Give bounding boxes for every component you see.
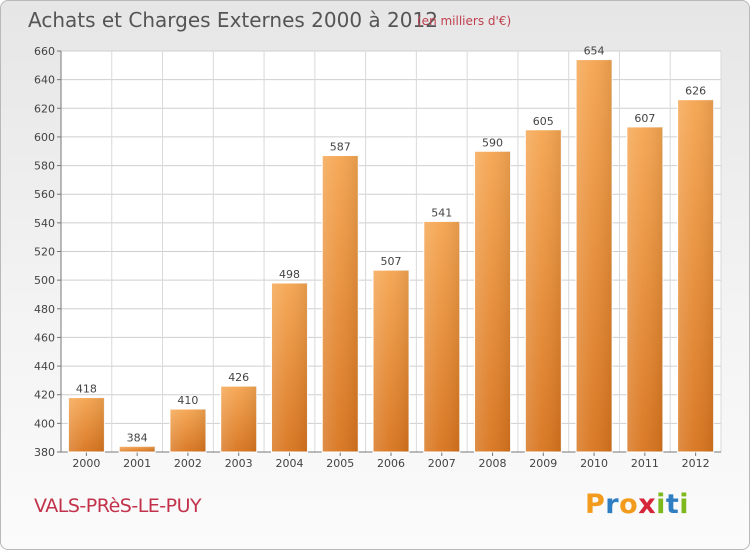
x-tick-label: 2001 xyxy=(123,457,151,470)
logo-letter: o xyxy=(619,489,639,520)
data-label: 541 xyxy=(431,206,452,219)
y-tick-label: 460 xyxy=(34,331,55,344)
x-tick-label: 2006 xyxy=(377,457,405,470)
y-tick-label: 380 xyxy=(34,446,55,459)
x-tick-label: 2002 xyxy=(174,457,202,470)
labels: 418 384 410 426 498 587 507 541 590 605 654 607 626 xyxy=(76,45,706,445)
data-label: 605 xyxy=(533,115,554,128)
bar-shine xyxy=(423,221,460,452)
bar-shine xyxy=(373,270,409,452)
data-label: 654 xyxy=(584,45,605,58)
x-tick-label: 2003 xyxy=(225,457,253,470)
proxiti-logo[interactable]: Proxiti xyxy=(585,489,689,520)
chart-unit: (en milliers d'€) xyxy=(417,14,512,28)
y-tick-label: 480 xyxy=(34,303,55,316)
logo-letter: i xyxy=(656,489,666,520)
data-label: 384 xyxy=(127,431,148,444)
bar-shine xyxy=(68,397,105,452)
x-tick-label: 2010 xyxy=(580,457,608,470)
x-tick-label: 2008 xyxy=(479,457,507,470)
bar-shine xyxy=(119,446,156,452)
x-tick-label: 2011 xyxy=(631,457,659,470)
bar-shine xyxy=(220,386,257,452)
y-tick-label: 620 xyxy=(34,102,55,115)
data-label: 498 xyxy=(279,268,300,281)
y-tick-label: 400 xyxy=(34,417,55,430)
data-label: 418 xyxy=(76,383,97,396)
bar-shine xyxy=(474,151,511,452)
data-label: 590 xyxy=(482,136,503,149)
bar-shine xyxy=(576,59,613,452)
chart-title: Achats et Charges Externes 2000 à 2012 xyxy=(28,8,438,32)
y-tick-label: 540 xyxy=(34,217,55,230)
x-tick-label: 2004 xyxy=(275,457,303,470)
data-label: 607 xyxy=(634,112,655,125)
location-name: VALS-PRèS-LE-PUY xyxy=(34,495,202,517)
y-tick-label: 600 xyxy=(34,131,55,144)
data-label: 410 xyxy=(177,394,198,407)
logo-letter: P xyxy=(585,489,606,520)
x-tick-label: 2005 xyxy=(326,457,354,470)
x-tick-label: 2000 xyxy=(72,457,100,470)
logo-letter: t xyxy=(665,489,680,520)
y-tick-label: 420 xyxy=(34,389,55,402)
bar-shine xyxy=(626,126,663,453)
data-label: 626 xyxy=(685,85,706,98)
y-tick-label: 640 xyxy=(34,74,55,87)
logo-letter: r xyxy=(605,489,620,520)
bar-shine xyxy=(271,283,308,452)
y-tick-label: 560 xyxy=(34,188,55,201)
x-tick-label: 2007 xyxy=(428,457,456,470)
data-label: 426 xyxy=(228,371,249,384)
bar-shine xyxy=(169,409,206,452)
y-tick-label: 580 xyxy=(34,160,55,173)
bar-shine xyxy=(525,129,562,452)
bars xyxy=(67,59,715,453)
logo-letter: x xyxy=(638,489,657,520)
data-label: 507 xyxy=(381,255,402,268)
y-tick-label: 440 xyxy=(34,360,55,373)
bar-shine xyxy=(677,99,714,452)
axes: 380 400 420 440 460 480 500 520 540 560 580 600 620 6… xyxy=(34,45,721,470)
y-tick-label: 500 xyxy=(34,274,55,287)
x-tick-label: 2009 xyxy=(529,457,557,470)
logo-letter: i xyxy=(679,489,690,520)
data-label: 587 xyxy=(330,141,351,154)
x-tick-label: 2012 xyxy=(682,457,710,470)
y-tick-label: 520 xyxy=(34,246,55,259)
y-tick-label: 660 xyxy=(34,45,55,58)
bar-shine xyxy=(322,155,359,452)
